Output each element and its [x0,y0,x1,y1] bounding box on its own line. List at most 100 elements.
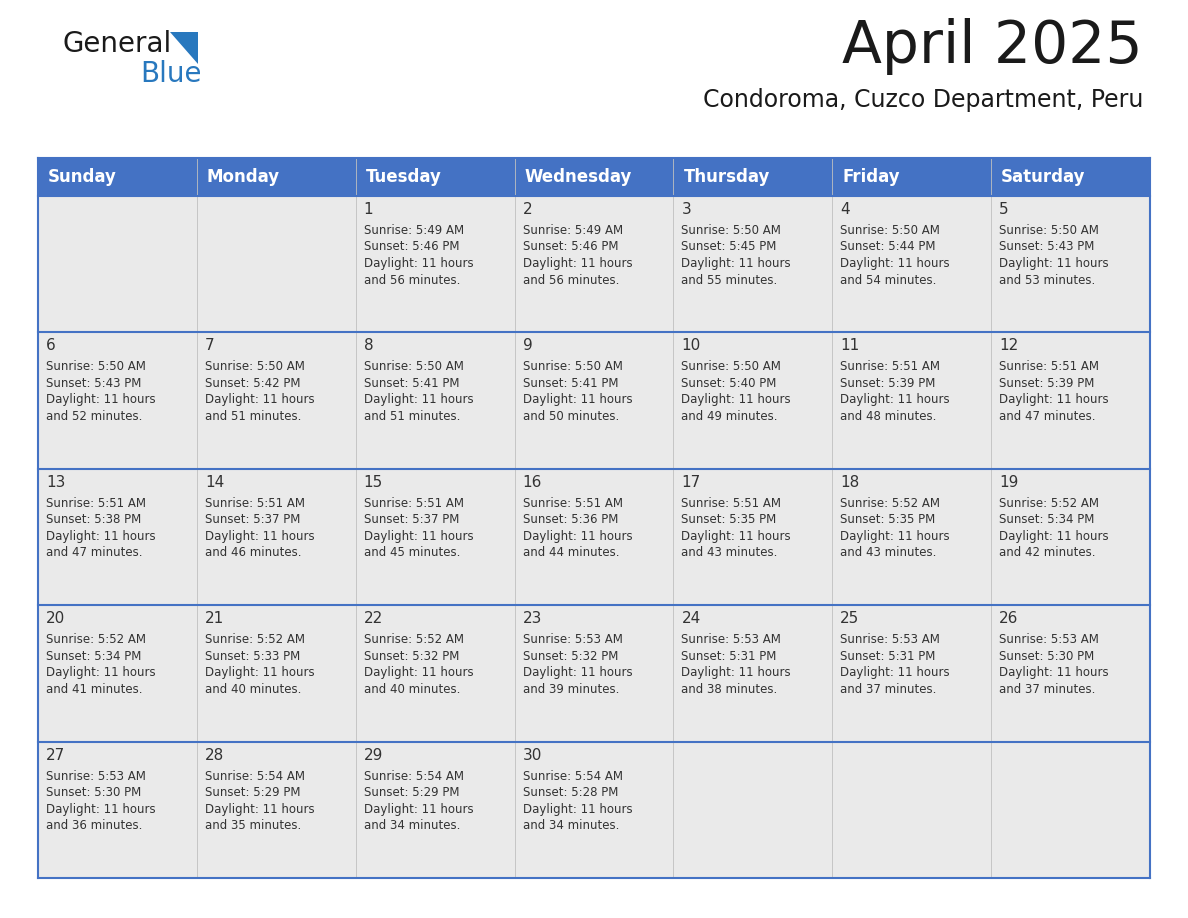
Text: Sunset: 5:45 PM: Sunset: 5:45 PM [682,241,777,253]
Text: Sunset: 5:30 PM: Sunset: 5:30 PM [999,650,1094,663]
Text: Daylight: 11 hours: Daylight: 11 hours [840,666,950,679]
Text: Sunrise: 5:54 AM: Sunrise: 5:54 AM [204,769,305,783]
FancyBboxPatch shape [197,469,355,605]
FancyBboxPatch shape [38,196,197,332]
FancyBboxPatch shape [38,742,197,878]
Text: Sunrise: 5:51 AM: Sunrise: 5:51 AM [204,497,305,509]
Text: and 40 minutes.: and 40 minutes. [364,683,460,696]
Text: Sunset: 5:40 PM: Sunset: 5:40 PM [682,377,777,390]
Text: Daylight: 11 hours: Daylight: 11 hours [364,394,473,407]
Text: Daylight: 11 hours: Daylight: 11 hours [364,257,473,270]
FancyBboxPatch shape [197,742,355,878]
Text: and 47 minutes.: and 47 minutes. [46,546,143,559]
Text: Daylight: 11 hours: Daylight: 11 hours [46,530,156,543]
Text: and 39 minutes.: and 39 minutes. [523,683,619,696]
Text: Daylight: 11 hours: Daylight: 11 hours [682,666,791,679]
Text: Daylight: 11 hours: Daylight: 11 hours [523,802,632,815]
Text: Condoroma, Cuzco Department, Peru: Condoroma, Cuzco Department, Peru [702,88,1143,112]
Text: 20: 20 [46,611,65,626]
Text: 28: 28 [204,747,225,763]
Text: Daylight: 11 hours: Daylight: 11 hours [999,257,1108,270]
Text: Daylight: 11 hours: Daylight: 11 hours [46,394,156,407]
Text: and 56 minutes.: and 56 minutes. [364,274,460,286]
Text: Monday: Monday [207,168,280,186]
Text: 29: 29 [364,747,383,763]
Text: Sunrise: 5:51 AM: Sunrise: 5:51 AM [682,497,782,509]
Text: and 42 minutes.: and 42 minutes. [999,546,1095,559]
Text: 21: 21 [204,611,225,626]
FancyBboxPatch shape [833,332,991,469]
Text: Daylight: 11 hours: Daylight: 11 hours [682,530,791,543]
Text: Daylight: 11 hours: Daylight: 11 hours [364,802,473,815]
Text: Sunrise: 5:50 AM: Sunrise: 5:50 AM [204,361,305,374]
Text: Sunrise: 5:51 AM: Sunrise: 5:51 AM [46,497,146,509]
Text: Wednesday: Wednesday [525,168,632,186]
Text: Sunrise: 5:53 AM: Sunrise: 5:53 AM [999,633,1099,646]
Text: Sunrise: 5:50 AM: Sunrise: 5:50 AM [682,224,782,237]
FancyBboxPatch shape [355,469,514,605]
Text: 25: 25 [840,611,860,626]
Text: and 34 minutes.: and 34 minutes. [364,819,460,832]
Text: Sunrise: 5:54 AM: Sunrise: 5:54 AM [523,769,623,783]
FancyBboxPatch shape [674,332,833,469]
Text: Sunrise: 5:49 AM: Sunrise: 5:49 AM [523,224,623,237]
FancyBboxPatch shape [197,196,355,332]
Text: and 56 minutes.: and 56 minutes. [523,274,619,286]
Text: Daylight: 11 hours: Daylight: 11 hours [999,530,1108,543]
Text: Daylight: 11 hours: Daylight: 11 hours [46,802,156,815]
Text: Daylight: 11 hours: Daylight: 11 hours [999,394,1108,407]
FancyBboxPatch shape [355,605,514,742]
FancyBboxPatch shape [514,469,674,605]
Text: 8: 8 [364,339,373,353]
Text: Daylight: 11 hours: Daylight: 11 hours [523,257,632,270]
Text: Sunrise: 5:51 AM: Sunrise: 5:51 AM [840,361,940,374]
FancyBboxPatch shape [991,605,1150,742]
Text: Sunrise: 5:53 AM: Sunrise: 5:53 AM [682,633,782,646]
Text: Sunset: 5:29 PM: Sunset: 5:29 PM [364,786,460,799]
FancyBboxPatch shape [674,158,833,196]
Text: and 52 minutes.: and 52 minutes. [46,410,143,423]
Text: General: General [62,30,171,58]
Text: and 46 minutes.: and 46 minutes. [204,546,302,559]
Text: Sunset: 5:31 PM: Sunset: 5:31 PM [682,650,777,663]
Text: and 38 minutes.: and 38 minutes. [682,683,778,696]
FancyBboxPatch shape [38,605,197,742]
Text: 12: 12 [999,339,1018,353]
Text: 17: 17 [682,475,701,490]
Text: and 49 minutes.: and 49 minutes. [682,410,778,423]
Text: Daylight: 11 hours: Daylight: 11 hours [204,802,315,815]
Text: 2: 2 [523,202,532,217]
Text: and 34 minutes.: and 34 minutes. [523,819,619,832]
FancyBboxPatch shape [38,469,197,605]
Text: 13: 13 [46,475,65,490]
Text: and 45 minutes.: and 45 minutes. [364,546,460,559]
Text: Daylight: 11 hours: Daylight: 11 hours [523,666,632,679]
Text: Sunset: 5:36 PM: Sunset: 5:36 PM [523,513,618,526]
Text: and 47 minutes.: and 47 minutes. [999,410,1095,423]
Text: Sunset: 5:34 PM: Sunset: 5:34 PM [999,513,1094,526]
Text: Sunset: 5:31 PM: Sunset: 5:31 PM [840,650,936,663]
FancyBboxPatch shape [991,158,1150,196]
Text: 1: 1 [364,202,373,217]
FancyBboxPatch shape [355,158,514,196]
Text: Sunset: 5:44 PM: Sunset: 5:44 PM [840,241,936,253]
Text: Daylight: 11 hours: Daylight: 11 hours [204,666,315,679]
Text: 10: 10 [682,339,701,353]
Text: Sunrise: 5:53 AM: Sunrise: 5:53 AM [523,633,623,646]
Text: Daylight: 11 hours: Daylight: 11 hours [364,530,473,543]
FancyBboxPatch shape [38,332,197,469]
FancyBboxPatch shape [514,196,674,332]
Text: Sunset: 5:32 PM: Sunset: 5:32 PM [364,650,459,663]
Text: Sunset: 5:34 PM: Sunset: 5:34 PM [46,650,141,663]
FancyBboxPatch shape [991,332,1150,469]
Text: Sunrise: 5:51 AM: Sunrise: 5:51 AM [364,497,463,509]
Text: 15: 15 [364,475,383,490]
Text: Daylight: 11 hours: Daylight: 11 hours [523,394,632,407]
FancyBboxPatch shape [355,742,514,878]
FancyBboxPatch shape [991,469,1150,605]
Text: Blue: Blue [140,60,202,88]
Text: and 50 minutes.: and 50 minutes. [523,410,619,423]
Polygon shape [170,32,198,64]
Text: Daylight: 11 hours: Daylight: 11 hours [682,257,791,270]
Text: Sunrise: 5:51 AM: Sunrise: 5:51 AM [999,361,1099,374]
